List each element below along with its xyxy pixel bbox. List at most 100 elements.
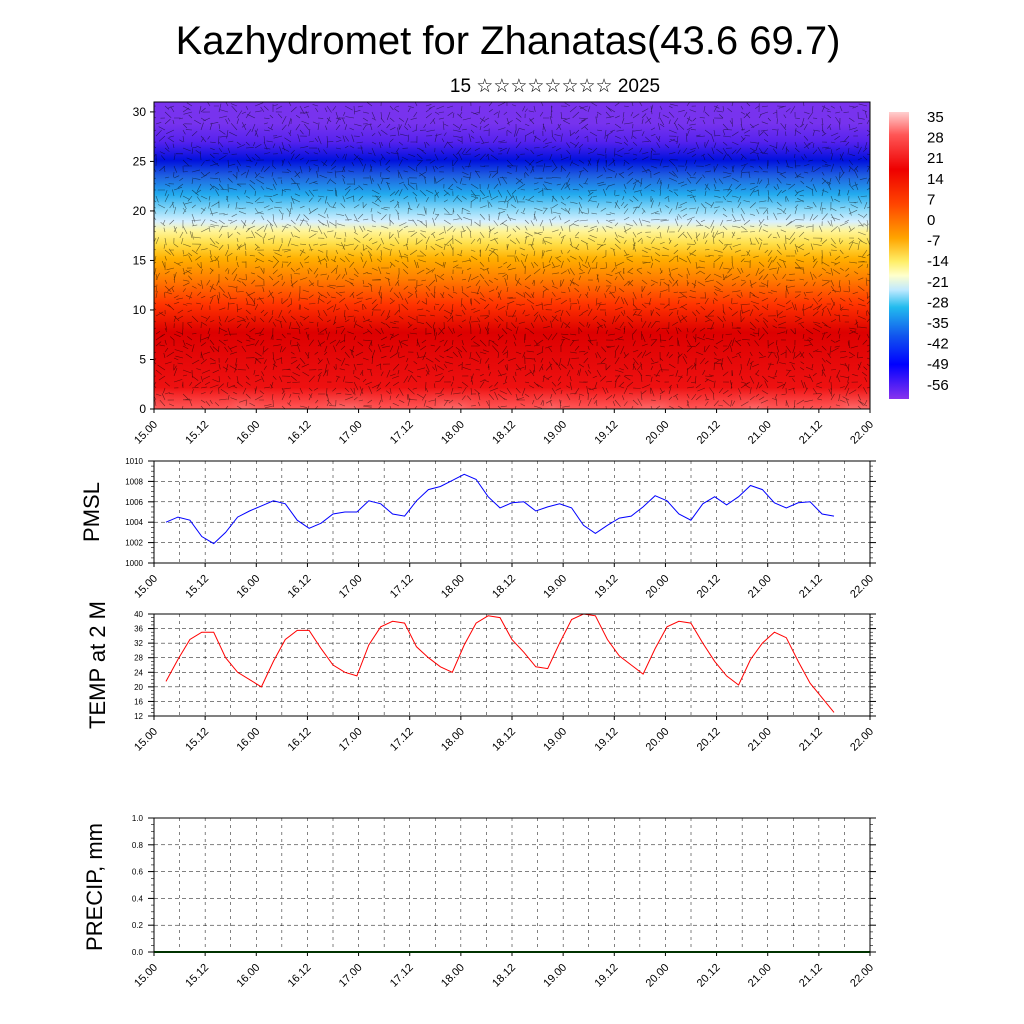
- precip-xtick-9: 19.12: [592, 962, 620, 990]
- heat-ytick-2: 10: [133, 303, 147, 317]
- pmsl-xtick-13: 21.12: [797, 573, 825, 601]
- pmsl-ytick-4: 1002: [125, 539, 143, 548]
- temp-xtick-5: 17.12: [388, 726, 416, 754]
- precip-xtick-8: 19.00: [541, 962, 569, 990]
- temp-xtick-8: 19.00: [541, 726, 569, 754]
- temp-xtick-7: 18.12: [490, 726, 518, 754]
- temp-xtick-4: 17.00: [337, 726, 365, 754]
- heat-ytick-3: 15: [133, 253, 147, 267]
- precip-xtick-12: 21.00: [746, 962, 774, 990]
- colorbar-label-3: 14: [927, 171, 944, 188]
- heat-xtick-2: 16.00: [234, 419, 262, 447]
- pmsl-ylabel: PMSL: [79, 482, 104, 542]
- temp-y-axis: 40 36 32 28 24 20 16 12: [134, 610, 876, 721]
- temp-ylabel: TEMP at 2 M: [85, 601, 110, 729]
- heat-xtick-4: 17.00: [337, 419, 365, 447]
- temp-line: [165, 613, 835, 713]
- hotspot-5: [658, 344, 755, 409]
- temp-ytick-5: 20: [134, 683, 143, 692]
- heat-xtick-8: 19.00: [541, 419, 569, 447]
- pmsl-ytick-1: 1008: [125, 477, 143, 486]
- pmsl-ytick-5: 1000: [125, 559, 143, 568]
- pmsl-xtick-3: 16.12: [286, 573, 314, 601]
- temp-frame: [153, 613, 871, 717]
- pmsl-xtick-6: 18.00: [439, 573, 467, 601]
- colorbar-label-8: -21: [927, 274, 949, 291]
- temp-ytick-6: 16: [134, 697, 143, 706]
- heat-xtick-13: 21.12: [797, 419, 825, 447]
- colorbar-label-0: 35: [927, 109, 944, 126]
- pmsl-ytick-3: 1004: [125, 518, 143, 527]
- colorbar-label-5: 0: [927, 212, 935, 229]
- precip-xtick-11: 20.12: [695, 962, 723, 990]
- pmsl-xtick-7: 18.12: [490, 573, 518, 601]
- heat-xtick-3: 16.12: [286, 419, 314, 447]
- temp-x-axis: 15.00 15.12 16.00 16.12 17.00 17.12 18.00 18.12…: [132, 716, 876, 754]
- temp-xtick-2: 16.00: [234, 726, 262, 754]
- colorbar-label-2: 21: [927, 150, 944, 167]
- pmsl-x-axis: 15.00 15.12 16.00 16.12 17.00 17.12 18.00 18.12…: [132, 563, 876, 601]
- precip-xtick-13: 21.12: [797, 962, 825, 990]
- hotspot-6: [755, 344, 852, 409]
- colorbar-label-6: -7: [927, 233, 940, 250]
- heatmap-hotspots: [154, 344, 852, 409]
- precip-xtick-6: 18.00: [439, 962, 467, 990]
- pmsl-line: [165, 473, 835, 545]
- pmsl-xtick-2: 16.00: [234, 573, 262, 601]
- precip-xtick-1: 15.12: [183, 962, 211, 990]
- temp-ytick-7: 12: [134, 712, 143, 721]
- precip-grid: [154, 818, 870, 952]
- pmsl-y-axis: 1010 1008 1006 1004 1002 1000: [125, 457, 876, 568]
- temp-xtick-10: 20.00: [644, 726, 672, 754]
- temp-grid: [154, 614, 870, 716]
- heat-xtick-14: 22.00: [848, 419, 876, 447]
- colorbar-label-10: -35: [927, 315, 949, 332]
- temp-xtick-3: 16.12: [286, 726, 314, 754]
- colorbar-label-1: 28: [927, 130, 944, 147]
- colorbar-label-11: -42: [927, 336, 949, 353]
- pmsl-xtick-12: 21.00: [746, 573, 774, 601]
- temp-xtick-14: 22.00: [848, 726, 876, 754]
- precip-ytick-1: 0.8: [132, 841, 144, 850]
- precip-frame: [153, 817, 871, 953]
- heat-xtick-5: 17.12: [388, 419, 416, 447]
- wind-vectors: [154, 102, 870, 409]
- chart-subtitle: 15 ☆☆☆☆☆☆☆☆ 2025: [450, 76, 660, 97]
- heat-xtick-11: 20.12: [695, 419, 723, 447]
- precip-ytick-4: 0.2: [132, 921, 144, 930]
- pmsl-xtick-5: 17.12: [388, 573, 416, 601]
- precip-xtick-4: 17.00: [337, 962, 365, 990]
- heat-ytick-5: 25: [133, 154, 147, 168]
- colorbar: 35 28 21 14 7 0 -7 -14 -21 -28 -35 -42 -49 -56: [889, 109, 949, 399]
- hotspot-2: [351, 344, 448, 409]
- colorbar-ramp: [889, 112, 909, 399]
- pmsl-grid: [154, 461, 870, 563]
- temp-ytick-2: 32: [134, 639, 143, 648]
- heat-xtick-0: 15.00: [132, 419, 160, 447]
- temp-xtick-9: 19.12: [592, 726, 620, 754]
- hotspot-0: [154, 344, 243, 409]
- heat-ytick-6: 30: [133, 105, 147, 119]
- precip-xtick-14: 22.00: [848, 962, 876, 990]
- pmsl-xtick-1: 15.12: [183, 573, 211, 601]
- precip-xtick-10: 20.00: [644, 962, 672, 990]
- pmsl-xtick-11: 20.12: [695, 573, 723, 601]
- heatmap-y-axis: 0 5 10 15 20 25 30: [133, 105, 154, 416]
- pmsl-frame: [153, 460, 871, 564]
- colorbar-label-12: -49: [927, 356, 949, 373]
- precip-xtick-5: 17.12: [388, 962, 416, 990]
- chart-title: Kazhydromet for Zhanatas(43.6 69.7): [176, 19, 841, 63]
- pmsl-xtick-0: 15.00: [132, 573, 160, 601]
- temp-xtick-12: 21.00: [746, 726, 774, 754]
- precip-xtick-3: 16.12: [286, 962, 314, 990]
- pmsl-xtick-10: 20.00: [644, 573, 672, 601]
- heat-xtick-1: 15.12: [183, 419, 211, 447]
- temp-xtick-1: 15.12: [183, 726, 211, 754]
- pmsl-xtick-8: 19.00: [541, 573, 569, 601]
- temp-xtick-11: 20.12: [695, 726, 723, 754]
- pmsl-ytick-0: 1010: [125, 457, 143, 466]
- heat-xtick-10: 20.00: [644, 419, 672, 447]
- heatmap-x-axis: 15.00 15.12 16.00 16.12 17.00 17.12 18.00 18.12…: [132, 409, 876, 447]
